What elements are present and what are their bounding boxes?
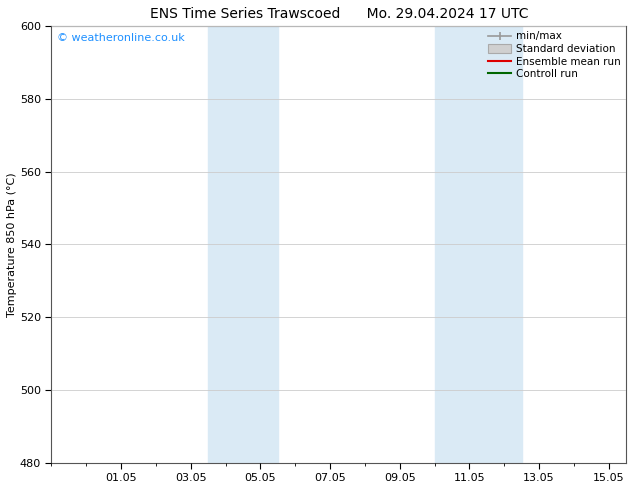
Bar xyxy=(434,26,522,463)
Legend: min/max, Standard deviation, Ensemble mean run, Controll run: min/max, Standard deviation, Ensemble me… xyxy=(486,29,623,81)
Bar xyxy=(208,26,278,463)
Title: ENS Time Series Trawscoed      Mo. 29.04.2024 17 UTC: ENS Time Series Trawscoed Mo. 29.04.2024… xyxy=(150,7,528,21)
Y-axis label: Temperature 850 hPa (°C): Temperature 850 hPa (°C) xyxy=(7,172,17,317)
Text: © weatheronline.co.uk: © weatheronline.co.uk xyxy=(57,33,185,43)
